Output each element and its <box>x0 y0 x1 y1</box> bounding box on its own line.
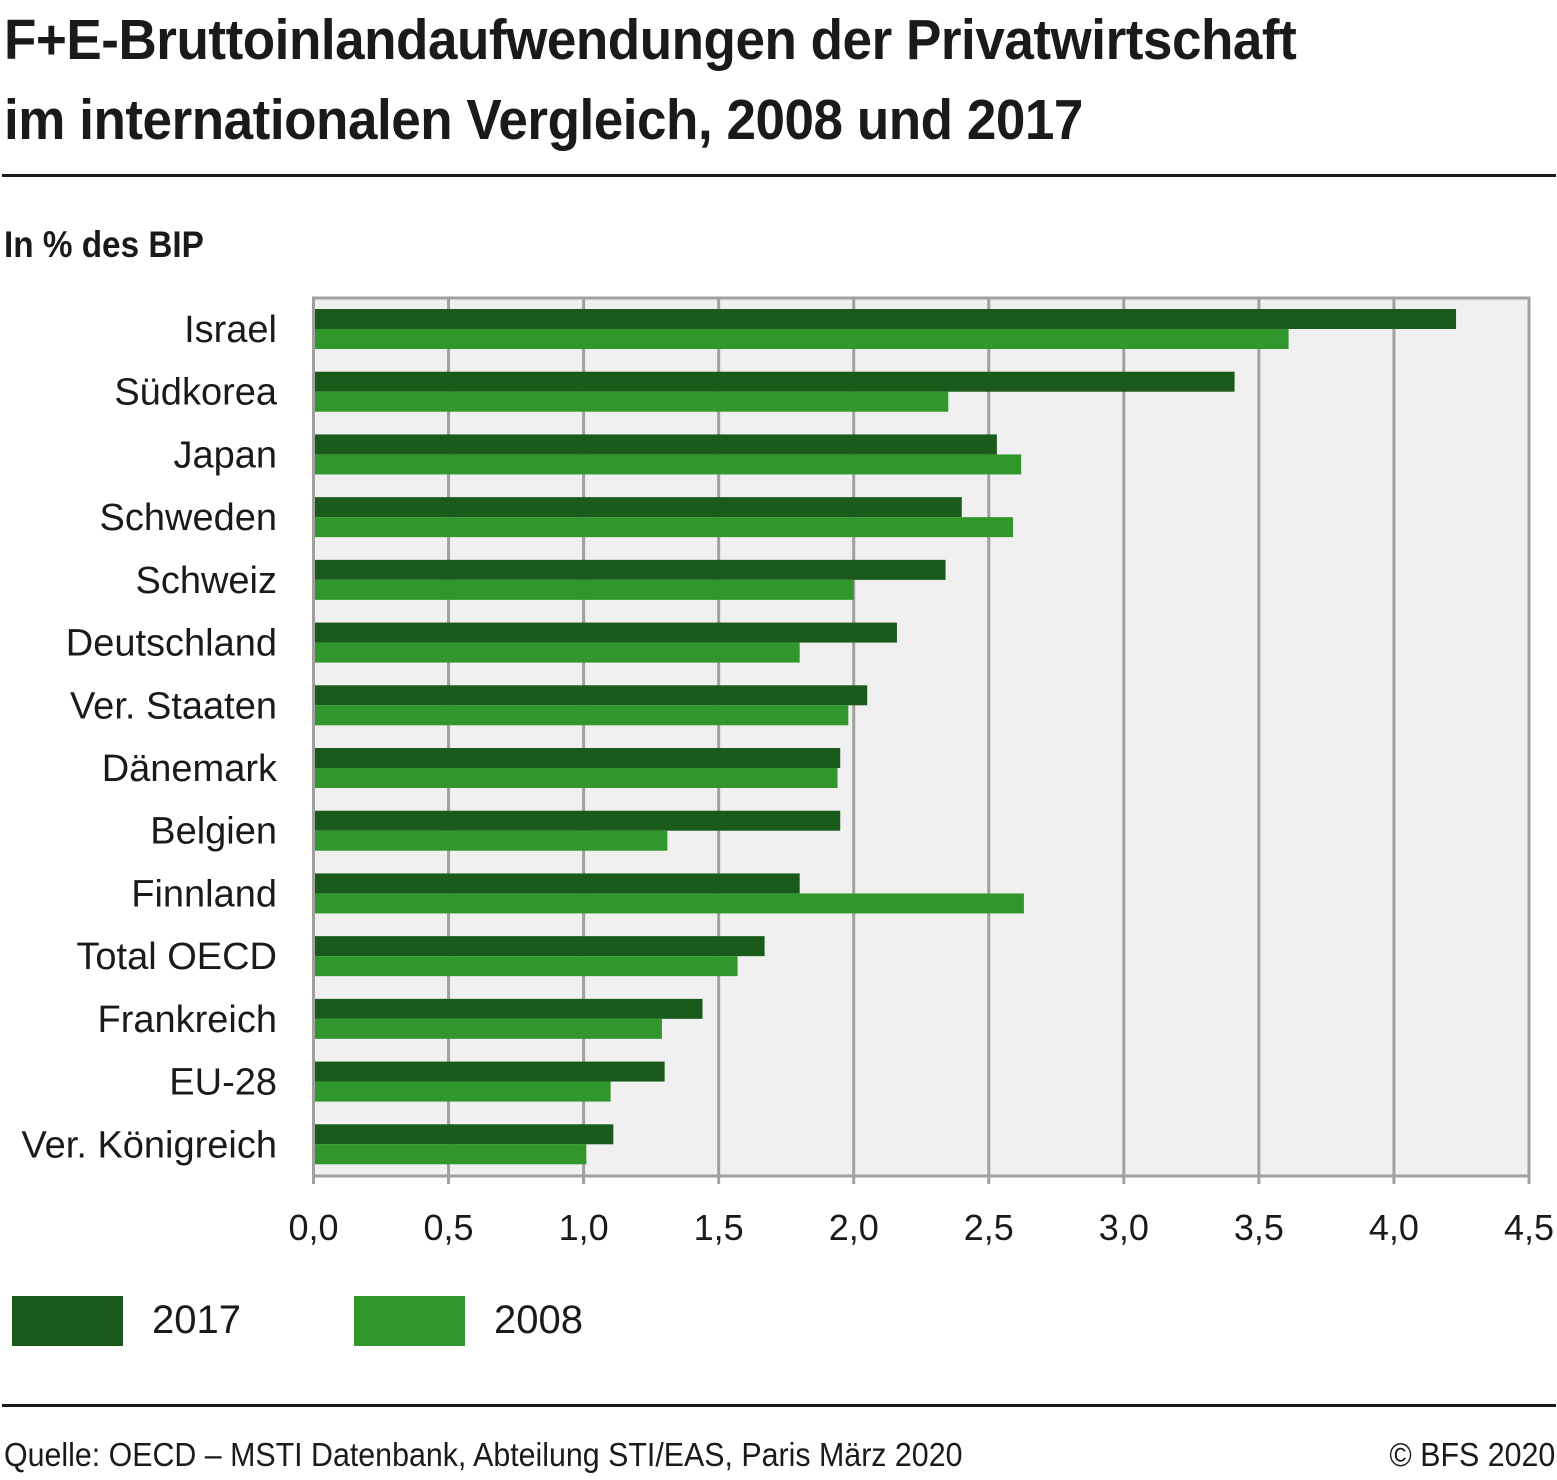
x-axis-ticks: 0,0 0,5 1,0 1,5 2,0 2,5 3,0 3,5 4,0 4,5 <box>288 1176 1554 1248</box>
category-label: Israel <box>184 309 277 351</box>
bar-2008 <box>313 391 949 412</box>
bar-2017 <box>313 873 800 894</box>
bar-2017 <box>313 936 765 957</box>
chart-subtitle: In % des BIP <box>4 224 204 265</box>
category-label: Schweiz <box>136 560 278 602</box>
category-label: Schweden <box>100 497 277 539</box>
plot-border <box>312 296 1531 1178</box>
bar-2017 <box>313 371 1235 392</box>
source-note: Quelle: OECD – MSTI Datenbank, Abteilung… <box>4 1436 963 1473</box>
bar-2008 <box>313 1144 587 1165</box>
bar-2008 <box>313 1081 611 1102</box>
bar-2017 <box>313 810 841 831</box>
bar-2008 <box>313 642 800 663</box>
bar-2008 <box>313 517 1014 538</box>
title-divider <box>2 174 1556 177</box>
x-tick-label: 2,0 <box>829 1207 879 1248</box>
x-tick-label: 3,5 <box>1234 1207 1284 1248</box>
x-tick-label: 4,0 <box>1369 1207 1419 1248</box>
category-label: Frankreich <box>98 999 278 1041</box>
plot-frame <box>312 296 1531 1178</box>
bar-2008 <box>313 329 1289 349</box>
chart-title-line-2: im internationalen Vergleich, 2008 und 2… <box>4 88 1083 152</box>
category-label: Ver. Staaten <box>70 685 277 727</box>
bar-2017 <box>313 309 1457 329</box>
bar-2008 <box>313 830 668 851</box>
x-tick-label: 3,0 <box>1099 1207 1149 1248</box>
bar-2008 <box>313 579 854 600</box>
bar-2017 <box>313 622 897 643</box>
bars <box>313 309 1457 1165</box>
bar-2017 <box>313 748 841 768</box>
bar-2017 <box>313 685 868 706</box>
legend-label-2008: 2008 <box>494 1298 583 1342</box>
x-tick-label: 0,0 <box>288 1207 338 1248</box>
x-tick-label: 2,5 <box>964 1207 1014 1248</box>
plot-background <box>313 298 1529 1176</box>
legend-label-2017: 2017 <box>152 1298 241 1342</box>
category-label: Deutschland <box>66 623 277 665</box>
category-label: Südkorea <box>114 372 278 414</box>
x-tick-label: 1,0 <box>559 1207 609 1248</box>
category-label: Finnland <box>131 873 277 915</box>
footer-divider <box>2 1404 1556 1407</box>
chart-title: F+E-Bruttoinlandaufwendungen der Privatw… <box>4 0 1446 160</box>
bar-2017 <box>313 497 962 518</box>
category-label: Belgien <box>150 811 277 853</box>
category-label: Japan <box>173 434 277 476</box>
bar-2008 <box>313 768 838 788</box>
category-label: Dänemark <box>102 748 278 790</box>
category-label: Ver. Königreich <box>21 1124 277 1166</box>
bar-2008 <box>313 705 849 726</box>
copyright-note: © BFS 2020 <box>1389 1436 1555 1473</box>
x-tick-label: 0,5 <box>424 1207 474 1248</box>
x-tick-label: 4,5 <box>1504 1207 1554 1248</box>
category-label: EU-28 <box>169 1062 277 1104</box>
bar-2017 <box>313 434 997 455</box>
x-tick-label: 1,5 <box>694 1207 744 1248</box>
legend-swatch-2008 <box>354 1296 465 1346</box>
bar-2008 <box>313 454 1022 475</box>
legend-swatch-2017 <box>12 1296 123 1346</box>
bar-2017 <box>313 1124 614 1145</box>
bar-2008 <box>313 1018 662 1039</box>
category-label: Total OECD <box>76 936 277 978</box>
bar-2017 <box>313 1061 665 1082</box>
bar-2008 <box>313 956 738 977</box>
bar-2017 <box>313 559 946 580</box>
category-labels: Israel Südkorea Japan Schweden Schweiz Deutsc… <box>21 309 278 1166</box>
bar-2008 <box>313 893 1024 914</box>
bar-2017 <box>313 998 703 1019</box>
chart-title-line-1: F+E-Bruttoinlandaufwendungen der Privatw… <box>4 8 1297 72</box>
